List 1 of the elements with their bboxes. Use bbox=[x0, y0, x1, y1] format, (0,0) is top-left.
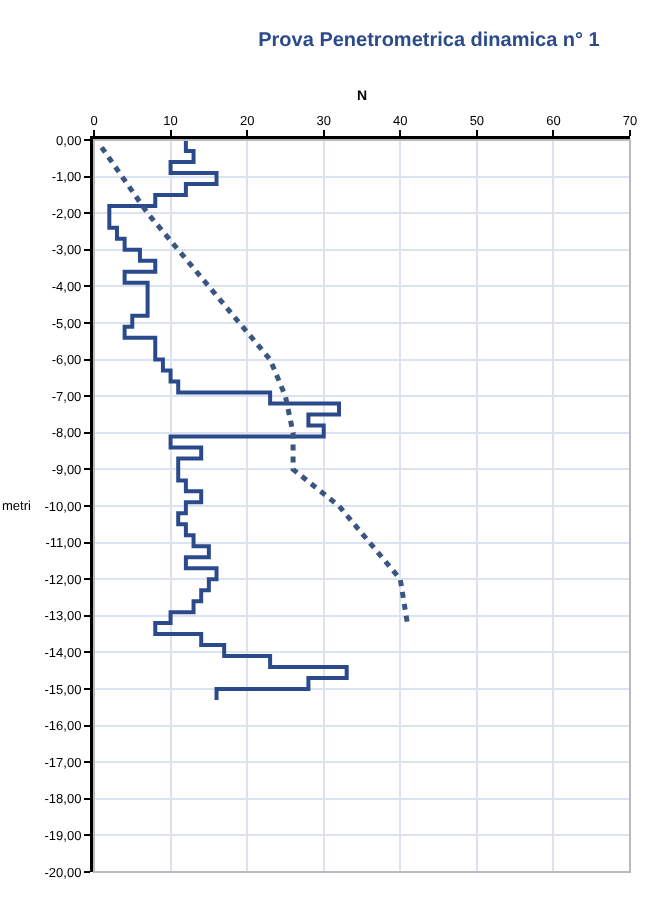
chart-title: Prova Penetrometrica dinamica n° 1 bbox=[258, 29, 601, 52]
